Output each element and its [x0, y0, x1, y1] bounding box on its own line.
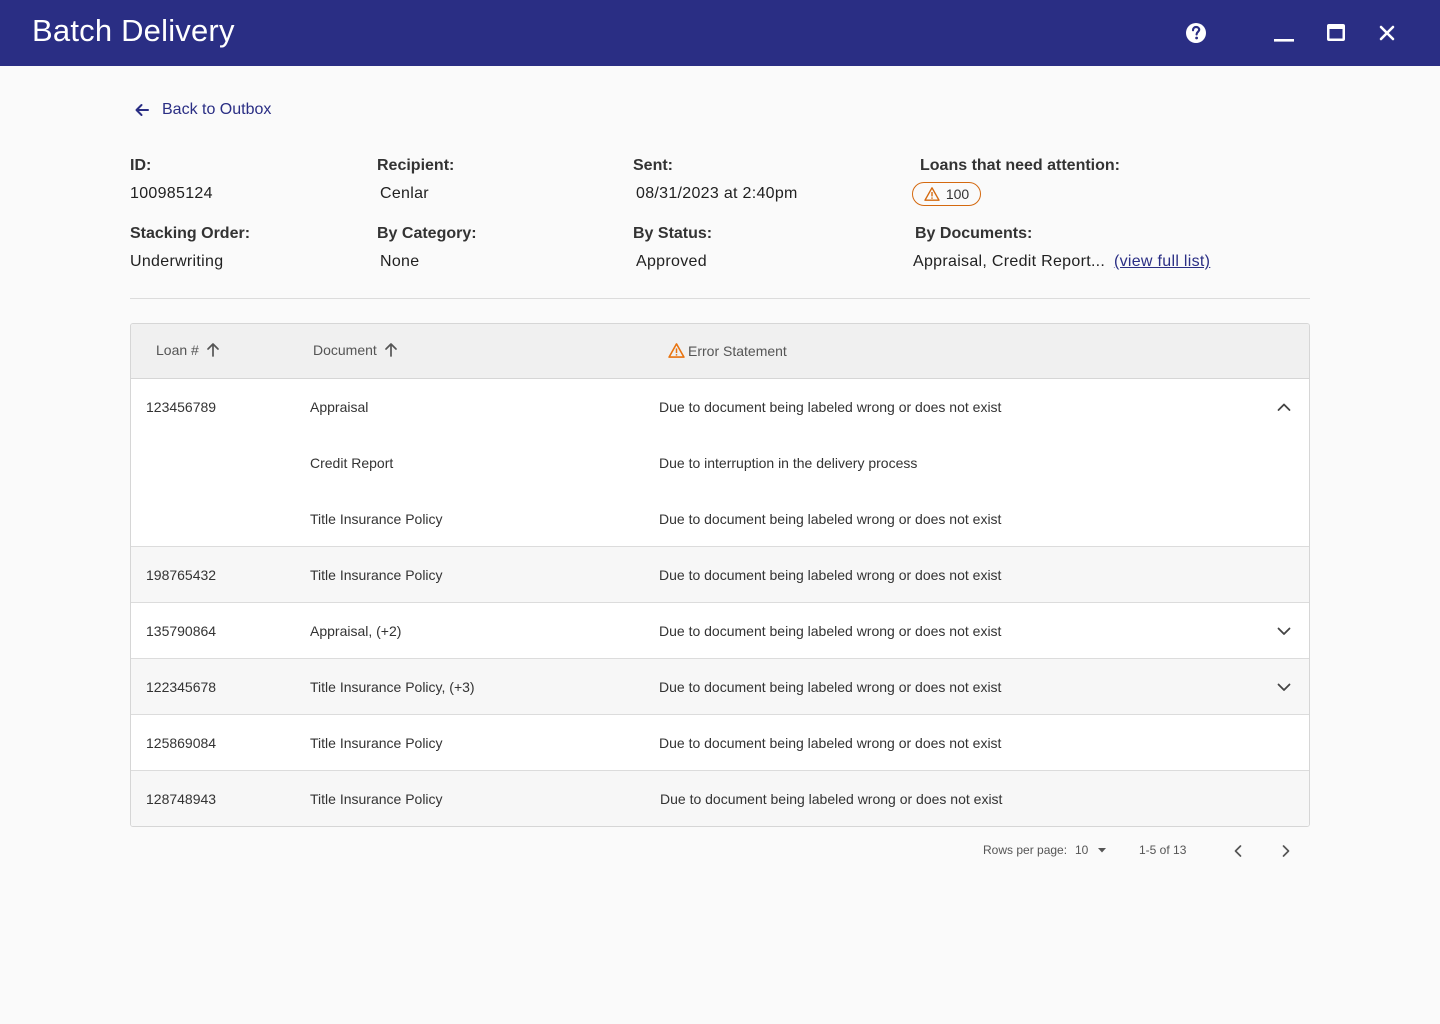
dropdown-arrow-icon — [1098, 848, 1107, 853]
stacking-value: Underwriting — [130, 253, 224, 270]
chevron-up-icon[interactable] — [1275, 398, 1293, 416]
document-name: Title Insurance Policy — [310, 791, 443, 807]
error-header-label: Error Statement — [688, 342, 787, 359]
arrow-up-icon — [206, 343, 219, 357]
chevron-down-icon[interactable] — [1275, 678, 1293, 696]
document-name: Title Insurance Policy — [310, 735, 443, 751]
attention-badge: 100 — [912, 182, 981, 206]
attention-count: 100 — [945, 186, 970, 202]
error-statement-header: Error Statement — [668, 342, 787, 359]
table-row: 122345678 Title Insurance Policy, (+3) D… — [131, 659, 1309, 715]
chevron-down-icon[interactable] — [1275, 622, 1293, 640]
loan-number: 198765432 — [146, 567, 217, 583]
id-value: 100985124 — [130, 185, 213, 202]
category-value: None — [380, 253, 420, 270]
app-title: Batch Delivery — [32, 13, 235, 48]
status-value: Approved — [636, 253, 707, 270]
error-statement: Due to document being labeled wrong or d… — [659, 679, 1002, 695]
chevron-right-icon — [1282, 845, 1290, 857]
view-full-list-link[interactable]: (view full list) — [1113, 253, 1211, 270]
error-table: Loan # Document Error Statement 12345678… — [130, 323, 1310, 827]
stacking-label: Stacking Order: — [130, 225, 251, 242]
table-row: 198765432 Title Insurance Policy Due to … — [131, 547, 1309, 603]
document-name: Title Insurance Policy, (+3) — [310, 679, 475, 695]
error-statement: Due to document being labeled wrong or d… — [660, 791, 1003, 807]
table-row: 128748943 Title Insurance Policy Due to … — [131, 771, 1309, 826]
rows-per-page-select[interactable]: 10 — [1075, 843, 1108, 857]
loan-number: 128748943 — [146, 791, 217, 807]
error-statement: Due to document being labeled wrong or d… — [659, 735, 1002, 751]
table-row-group: 123456789 Appraisal Due to document bein… — [131, 379, 1309, 547]
loan-header-label: Loan # — [156, 342, 199, 358]
next-page-button[interactable] — [1276, 841, 1296, 861]
chevron-left-icon — [1234, 845, 1242, 857]
document-name: Credit Report — [310, 455, 394, 471]
error-statement: Due to interruption in the delivery proc… — [659, 455, 918, 471]
sort-by-document-header[interactable]: Document — [313, 342, 399, 358]
warning-icon — [668, 343, 685, 358]
error-statement: Due to document being labeled wrong or d… — [659, 511, 1002, 527]
error-statement: Due to document being labeled wrong or d… — [659, 623, 1002, 639]
id-label: ID: — [130, 157, 152, 174]
document-name: Title Insurance Policy — [310, 567, 443, 583]
table-header: Loan # Document Error Statement — [131, 324, 1309, 379]
section-divider — [130, 298, 1310, 299]
pagination-range: 1-5 of 13 — [1139, 843, 1187, 857]
maximize-icon — [1327, 24, 1345, 41]
documents-label: By Documents: — [915, 225, 1033, 242]
minimize-icon — [1274, 39, 1294, 42]
attention-label: Loans that need attention: — [920, 157, 1120, 174]
loan-number: 135790864 — [146, 623, 217, 639]
error-statement: Due to document being labeled wrong or d… — [659, 567, 1002, 583]
sent-value: 08/31/2023 at 2:40pm — [636, 185, 798, 202]
recipient-label: Recipient: — [377, 157, 455, 174]
document-name: Appraisal — [310, 399, 369, 415]
previous-page-button[interactable] — [1228, 841, 1248, 861]
table-row: 135790864 Appraisal, (+2) Due to documen… — [131, 603, 1309, 659]
table-row: 125869084 Title Insurance Policy Due to … — [131, 715, 1309, 771]
close-button[interactable] — [1371, 17, 1403, 49]
maximize-button[interactable] — [1320, 17, 1352, 49]
sent-label: Sent: — [633, 157, 673, 174]
help-button[interactable] — [1180, 17, 1212, 49]
recipient-value: Cenlar — [380, 185, 429, 202]
arrow-up-icon — [384, 343, 397, 357]
close-icon — [1379, 25, 1395, 41]
rows-per-page-label: Rows per page: — [983, 843, 1068, 857]
status-label: By Status: — [633, 225, 713, 242]
loan-number: 125869084 — [146, 735, 217, 751]
loan-number: 122345678 — [146, 679, 217, 695]
document-name: Title Insurance Policy — [310, 511, 443, 527]
help-circle-icon — [1186, 23, 1206, 43]
back-link-label: Back to Outbox — [162, 101, 272, 118]
sort-by-loan-header[interactable]: Loan # — [156, 342, 221, 358]
back-to-outbox-link[interactable]: Back to Outbox — [130, 98, 271, 122]
document-header-label: Document — [313, 342, 377, 358]
error-statement: Due to document being labeled wrong or d… — [659, 399, 1002, 415]
rows-per-page-value: 10 — [1075, 843, 1089, 857]
documents-value: Appraisal, Credit Report... — [913, 253, 1106, 270]
documents-value-wrap: Appraisal, Credit Report... (view full l… — [913, 253, 1210, 271]
category-label: By Category: — [377, 225, 477, 242]
minimize-button[interactable] — [1268, 17, 1300, 49]
document-name: Appraisal, (+2) — [310, 623, 402, 639]
title-bar: Batch Delivery — [0, 0, 1440, 66]
arrow-left-icon — [135, 104, 149, 116]
loan-number: 123456789 — [146, 399, 217, 415]
warning-icon — [924, 187, 940, 201]
